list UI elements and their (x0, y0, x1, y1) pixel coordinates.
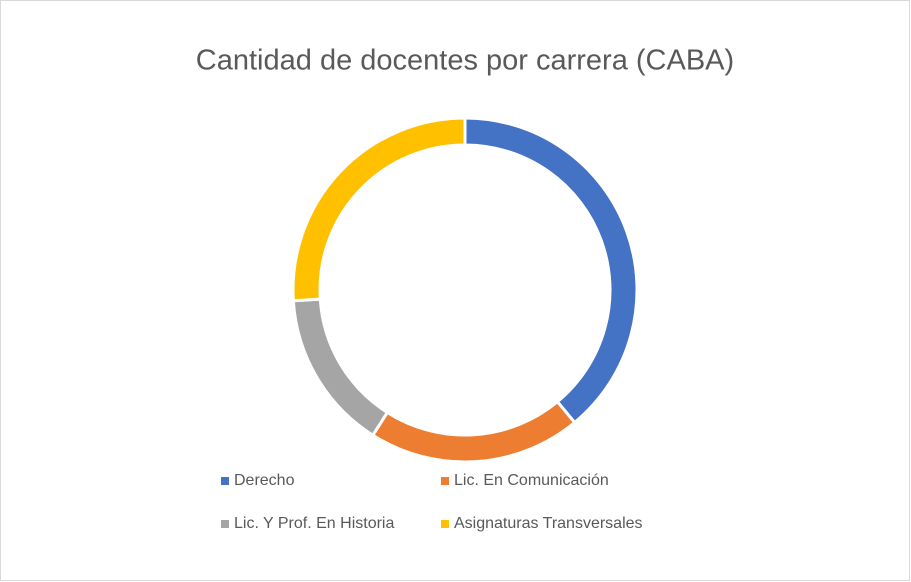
legend-swatch (221, 477, 229, 485)
legend-label: Asignaturas Transversales (454, 515, 643, 532)
chart-title: Cantidad de docentes por carrera (CABA) (196, 45, 734, 77)
legend-swatch (221, 520, 229, 528)
legend-swatch (441, 477, 449, 485)
donut-slice (291, 116, 467, 303)
legend-label: Lic. Y Prof. En Historia (234, 515, 394, 532)
legend-swatch (441, 520, 449, 528)
legend-label: Lic. En Comunicación (454, 472, 609, 489)
legend-label: Derecho (234, 472, 295, 489)
